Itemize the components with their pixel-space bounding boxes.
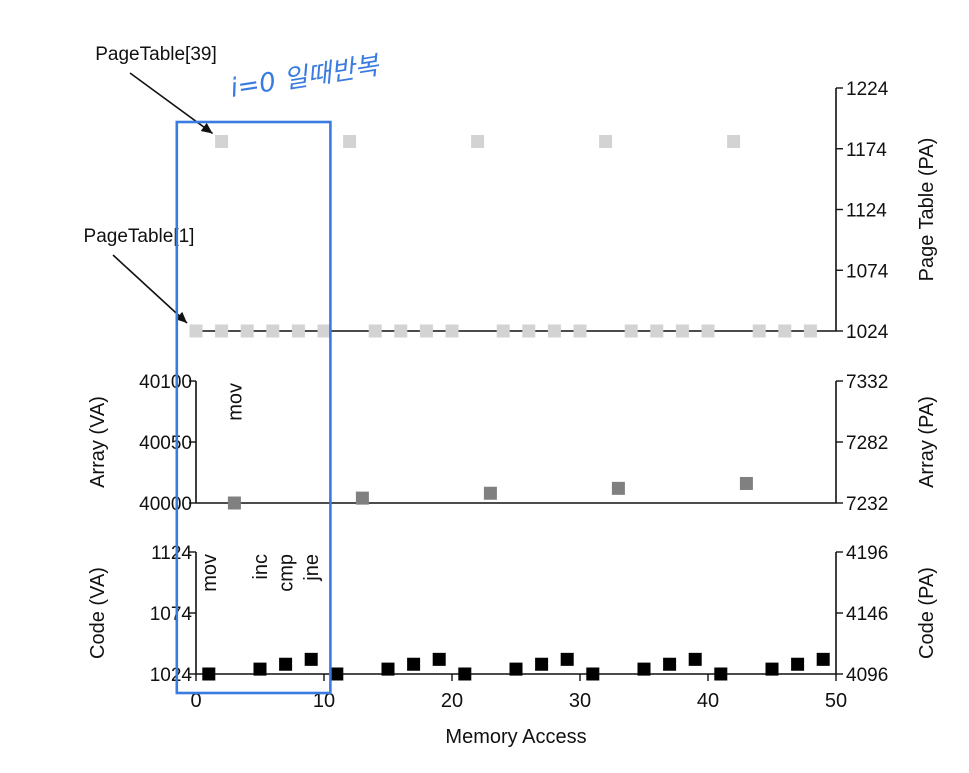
page-table-point xyxy=(599,134,613,148)
page-table-point xyxy=(368,324,382,338)
code-point xyxy=(765,662,779,676)
code-point xyxy=(535,657,549,671)
code-point xyxy=(688,652,702,666)
page-table-point xyxy=(291,324,305,338)
page-table-right-tick-label: 1074 xyxy=(846,261,889,282)
x-tick-label: 20 xyxy=(441,690,463,712)
array-right-tick-label: 7332 xyxy=(846,372,888,393)
code-point xyxy=(509,662,523,676)
page-table-point xyxy=(215,134,229,148)
page-table-point xyxy=(240,324,254,338)
code-point xyxy=(714,667,728,681)
code-point xyxy=(202,667,216,681)
code-point xyxy=(279,657,293,671)
code-annotation-mov: mov xyxy=(199,554,221,592)
code-left-tick-label: 1074 xyxy=(150,604,193,625)
code-annotation-jne: jne xyxy=(301,554,323,582)
code-point xyxy=(432,652,446,666)
callout-arrow-line xyxy=(129,72,214,135)
x-tick-label: 10 xyxy=(313,690,335,712)
code-right-tick-label: 4196 xyxy=(846,543,888,564)
code-point xyxy=(253,662,267,676)
array-point xyxy=(227,496,241,510)
page-table-right-axis-label: Page Table (PA) xyxy=(916,138,938,282)
code-point xyxy=(304,652,318,666)
callout-label: PageTable[39] xyxy=(95,44,217,65)
page-table-point xyxy=(471,134,485,148)
array-left-tick-label: 40000 xyxy=(139,494,192,515)
page-table-right-tick-label: 1124 xyxy=(846,201,887,222)
array-right-tick-label: 7232 xyxy=(846,494,888,515)
page-table-point xyxy=(215,324,229,338)
code-point xyxy=(458,667,472,681)
page-table-point xyxy=(547,324,561,338)
page-table-right-tick-label: 1174 xyxy=(846,140,887,161)
code-point xyxy=(381,662,395,676)
page-table-point xyxy=(727,134,741,148)
page-table-point xyxy=(650,324,664,338)
code-point xyxy=(791,657,805,671)
x-tick-label: 40 xyxy=(697,690,719,712)
code-left-tick-label: 1124 xyxy=(151,543,192,564)
page-table-point xyxy=(343,134,357,148)
page-table-point xyxy=(701,324,715,338)
page-table-point xyxy=(522,324,536,338)
page-table-point xyxy=(573,324,587,338)
array-point xyxy=(355,491,369,505)
x-axis-label: Memory Access xyxy=(445,726,586,748)
array-point xyxy=(739,476,753,490)
code-point xyxy=(560,652,574,666)
code-annotation-cmp: cmp xyxy=(276,554,298,592)
page-table-point xyxy=(445,324,459,338)
highlight-box xyxy=(175,120,332,695)
callout-arrow-line xyxy=(112,254,188,324)
page-table-point xyxy=(624,324,638,338)
code-right-tick-label: 4096 xyxy=(846,665,888,686)
code-point xyxy=(663,657,677,671)
x-tick-label: 30 xyxy=(569,690,591,712)
page-table-point xyxy=(496,324,510,338)
page-table-point xyxy=(317,324,331,338)
page-table-point xyxy=(419,324,433,338)
handwritten-note: i=0 일때반복 xyxy=(228,51,382,104)
code-point xyxy=(407,657,421,671)
array-point xyxy=(483,486,497,500)
callout-arrowhead xyxy=(175,311,187,323)
code-right-axis-label: Code (PA) xyxy=(916,567,938,659)
code-annotation-inc: inc xyxy=(250,554,272,580)
x-tick-label: 0 xyxy=(190,690,201,712)
callout-arrowhead xyxy=(200,122,213,134)
array-left-tick-label: 40100 xyxy=(139,372,192,393)
array-annotation-mov: mov xyxy=(224,383,246,421)
page-table-point xyxy=(778,324,792,338)
page-table-right-tick-label: 1224 xyxy=(846,79,889,100)
callout-label: PageTable[1] xyxy=(84,226,195,247)
x-tick-label: 50 xyxy=(825,690,847,712)
array-left-tick-label: 40050 xyxy=(139,433,192,454)
page-table-right-tick-label: 1024 xyxy=(846,322,889,343)
array-left-axis-label: Array (VA) xyxy=(87,396,109,488)
array-point xyxy=(611,481,625,495)
array-right-tick-label: 7282 xyxy=(846,433,888,454)
array-right-axis-label: Array (PA) xyxy=(916,396,938,488)
code-left-axis-label: Code (VA) xyxy=(87,567,109,659)
code-left-tick-label: 1024 xyxy=(150,665,193,686)
code-point xyxy=(586,667,600,681)
code-point xyxy=(330,667,344,681)
page-table-point xyxy=(189,324,203,338)
page-table-point xyxy=(803,324,817,338)
page-table-point xyxy=(675,324,689,338)
page-table-point xyxy=(266,324,280,338)
page-table-point xyxy=(394,324,408,338)
page-table-point xyxy=(752,324,766,338)
code-right-tick-label: 4146 xyxy=(846,604,888,625)
code-point xyxy=(816,652,830,666)
code-point xyxy=(637,662,651,676)
